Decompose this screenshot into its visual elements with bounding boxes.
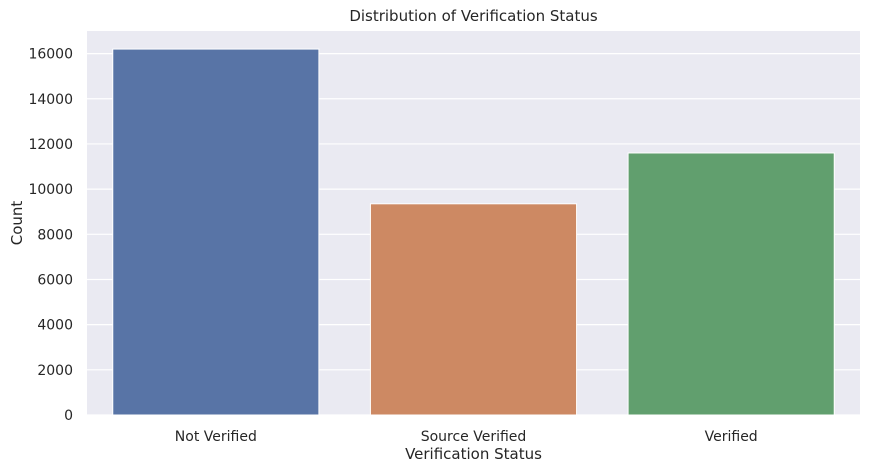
y-axis-label: Count <box>8 201 26 246</box>
y-tick-label-12000: 12000 <box>28 137 73 153</box>
y-tick-label-6000: 6000 <box>37 272 73 288</box>
x-tick-label-not-verified: Not Verified <box>175 429 257 445</box>
y-tick-label-0: 0 <box>64 408 73 424</box>
y-tick-label-4000: 4000 <box>37 318 73 334</box>
x-tick-label-source-verified: Source Verified <box>421 429 527 445</box>
bar-not-verified <box>112 48 320 416</box>
y-tick-label-10000: 10000 <box>28 182 73 198</box>
chart-title: Distribution of Verification Status <box>349 7 598 25</box>
bar-source-verified <box>369 203 578 416</box>
bar-verified <box>627 152 835 416</box>
y-tick-label-2000: 2000 <box>37 363 73 379</box>
x-tick-labels: Not Verified Source Verified Verified <box>175 429 758 445</box>
y-tick-labels: 0 2000 4000 6000 8000 10000 12000 14000 16000 <box>28 47 73 424</box>
y-tick-label-16000: 16000 <box>28 47 73 63</box>
x-axis-label: Verification Status <box>405 445 542 463</box>
y-tick-label-14000: 14000 <box>28 92 73 108</box>
x-tick-label-verified: Verified <box>705 429 758 445</box>
bars <box>112 48 835 416</box>
y-tick-label-8000: 8000 <box>37 227 73 243</box>
